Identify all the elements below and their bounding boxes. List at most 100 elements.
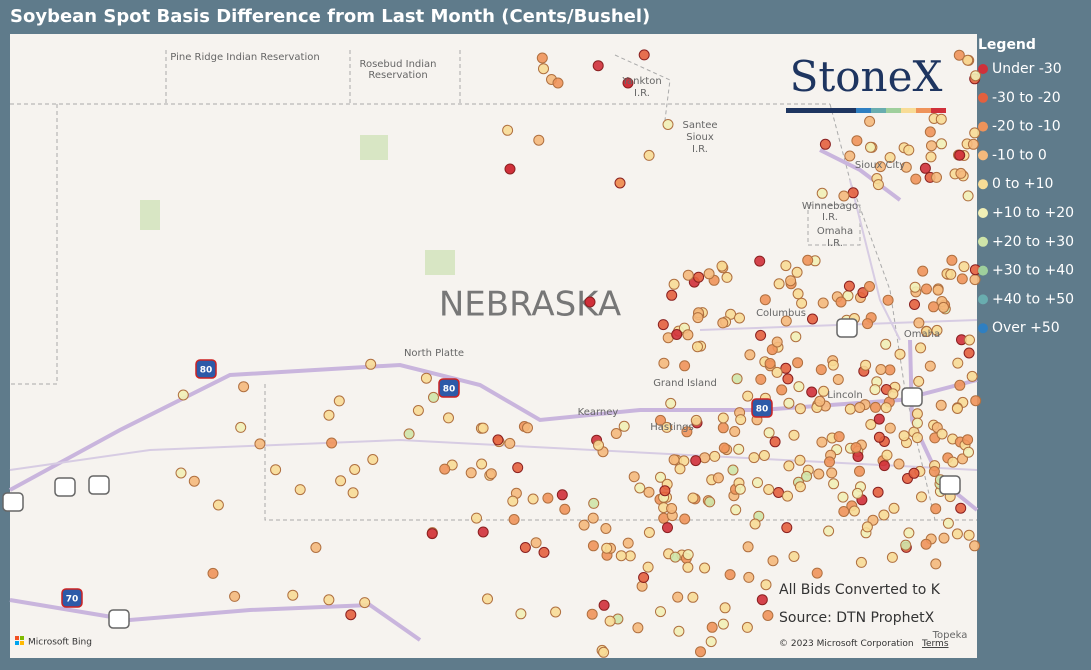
bid-dot (942, 517, 954, 529)
bid-dot (527, 493, 539, 505)
bid-dot (969, 274, 981, 286)
bid-dot (935, 399, 947, 411)
bid-dot (326, 437, 338, 449)
bid-dot (443, 412, 454, 424)
bid-dot (682, 329, 694, 341)
bid-dot (744, 349, 756, 361)
bid-dot (177, 389, 189, 401)
bid-dot (333, 395, 345, 407)
legend-label: +20 to +30 (992, 234, 1074, 250)
bid-dot (212, 499, 224, 511)
bid-dot (716, 260, 728, 272)
place-label: Reservation (368, 70, 427, 81)
bid-dot (903, 144, 915, 156)
bid-dot (365, 358, 377, 370)
note: All Bids Converted to K (779, 582, 941, 598)
place-label: I.R. (827, 238, 843, 249)
place-label: I.R. (692, 144, 708, 155)
bid-dot (550, 606, 562, 618)
legend-swatch (978, 265, 988, 276)
bid-dot (802, 254, 814, 266)
bid-dot (807, 313, 818, 325)
bid-dot (788, 429, 800, 441)
bid-dot (229, 590, 241, 602)
bid-dot (928, 301, 939, 313)
bid-dot (752, 477, 763, 489)
place-label: Yankton (621, 76, 661, 87)
bid-dot (850, 442, 862, 454)
bid-dot (763, 484, 775, 495)
legend-label: -20 to -10 (992, 119, 1061, 135)
bid-dot (618, 420, 630, 432)
bid-dot (734, 312, 745, 324)
parks (140, 135, 455, 275)
legend-swatch (978, 179, 988, 190)
bid-dot (952, 357, 964, 369)
bid-dot (705, 636, 717, 648)
bid-dot (860, 359, 872, 371)
bid-dot (659, 485, 671, 497)
bid-dot (792, 357, 804, 369)
highway-shield (2, 492, 24, 512)
highway-shield (939, 475, 961, 495)
bid-dot (963, 529, 975, 541)
bid-dot (721, 271, 733, 283)
bid-dot (614, 177, 626, 189)
bid-dot (818, 385, 830, 397)
bid-dot (270, 464, 282, 476)
legend-swatch (978, 64, 988, 74)
highway-shield (54, 477, 76, 497)
bid-dot (843, 280, 855, 292)
bid-dot (426, 528, 438, 540)
bid-dot (188, 475, 200, 487)
bid-dot (592, 60, 604, 72)
bid-dot (893, 458, 905, 470)
bid-dot (238, 381, 250, 393)
bid-dot (909, 281, 921, 293)
bid-dot (294, 484, 306, 496)
bid-dot (655, 414, 666, 426)
bid-dot (910, 173, 922, 185)
bid-dot (954, 149, 966, 161)
bid-dot (824, 456, 835, 468)
bid-dot (963, 446, 974, 458)
bid-dot (966, 370, 978, 382)
legend-title: Legend (978, 37, 1036, 53)
bid-dot (643, 486, 655, 498)
bid-dot (815, 364, 827, 376)
shield-number: 80 (756, 405, 769, 415)
shield-number: 76 (7, 499, 20, 509)
bid-dot (508, 514, 520, 525)
bid-dot (919, 162, 931, 174)
bid-dot (767, 555, 779, 567)
bid-dot (587, 512, 599, 524)
bid-dot (492, 434, 504, 446)
bid-dot (690, 455, 702, 467)
bid-dot (917, 265, 929, 277)
bid-dot (734, 483, 746, 495)
bid-dot (482, 593, 493, 605)
bid-dot (930, 503, 942, 515)
legend-swatch (978, 236, 988, 247)
bid-dot (359, 597, 371, 609)
bid-dot (909, 299, 920, 310)
bid-dot (855, 556, 867, 568)
bid-dot (967, 138, 979, 150)
bid-dot (782, 490, 793, 502)
bid-dot (578, 519, 590, 531)
place-label: I.R. (822, 212, 838, 223)
bid-dot (593, 439, 604, 451)
bid-dot (287, 589, 299, 601)
bid-dot (530, 537, 542, 549)
bid-dot (862, 318, 873, 330)
map-bg (10, 34, 977, 658)
bid-dot (515, 608, 527, 620)
terms-link[interactable]: Terms (921, 639, 949, 649)
bid-dot (345, 609, 357, 621)
bid-dot (865, 141, 876, 153)
bid-dot (854, 465, 865, 477)
bid-dot (643, 149, 655, 161)
copyright: © 2023 Microsoft Corporation (779, 639, 914, 649)
place-label: Omaha (817, 226, 853, 237)
bid-dot (536, 52, 548, 64)
